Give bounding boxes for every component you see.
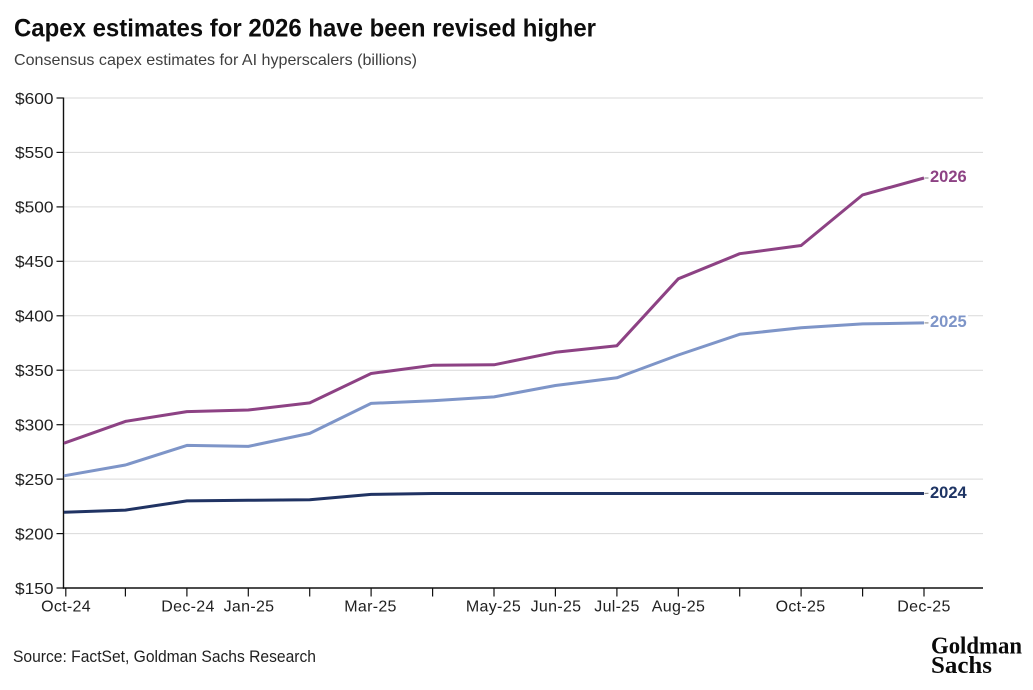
svg-text:$300: $300 [15, 418, 54, 435]
svg-text:May-25: May-25 [466, 599, 521, 616]
svg-text:$250: $250 [15, 472, 54, 489]
svg-text:$200: $200 [15, 526, 54, 543]
svg-text:$450: $450 [15, 254, 54, 271]
svg-text:Source: FactSet, Goldman Sachs: Source: FactSet, Goldman Sachs Research [13, 647, 316, 666]
svg-text:Oct-25: Oct-25 [776, 599, 826, 616]
svg-text:$500: $500 [15, 200, 54, 217]
svg-text:Aug-25: Aug-25 [652, 599, 705, 616]
svg-text:Goldman: Goldman [931, 634, 1022, 660]
svg-text:$350: $350 [15, 363, 54, 380]
svg-text:Capex estimates for 2026 have: Capex estimates for 2026 have been revis… [14, 14, 596, 42]
svg-text:Dec-24: Dec-24 [161, 599, 214, 616]
svg-text:$150: $150 [15, 581, 54, 598]
svg-text:$550: $550 [15, 145, 54, 162]
svg-text:Mar-25: Mar-25 [344, 599, 396, 616]
svg-text:Oct-24: Oct-24 [41, 599, 91, 616]
svg-text:$600: $600 [15, 91, 54, 108]
svg-text:Sachs: Sachs [931, 653, 992, 679]
svg-text:Jan-25: Jan-25 [224, 599, 275, 616]
svg-text:Jun-25: Jun-25 [531, 599, 582, 616]
svg-text:Jul-25: Jul-25 [594, 599, 639, 616]
svg-text:Consensus capex estimates for: Consensus capex estimates for AI hypersc… [14, 52, 417, 69]
svg-text:$400: $400 [15, 309, 54, 326]
svg-text:Dec-25: Dec-25 [897, 599, 950, 616]
